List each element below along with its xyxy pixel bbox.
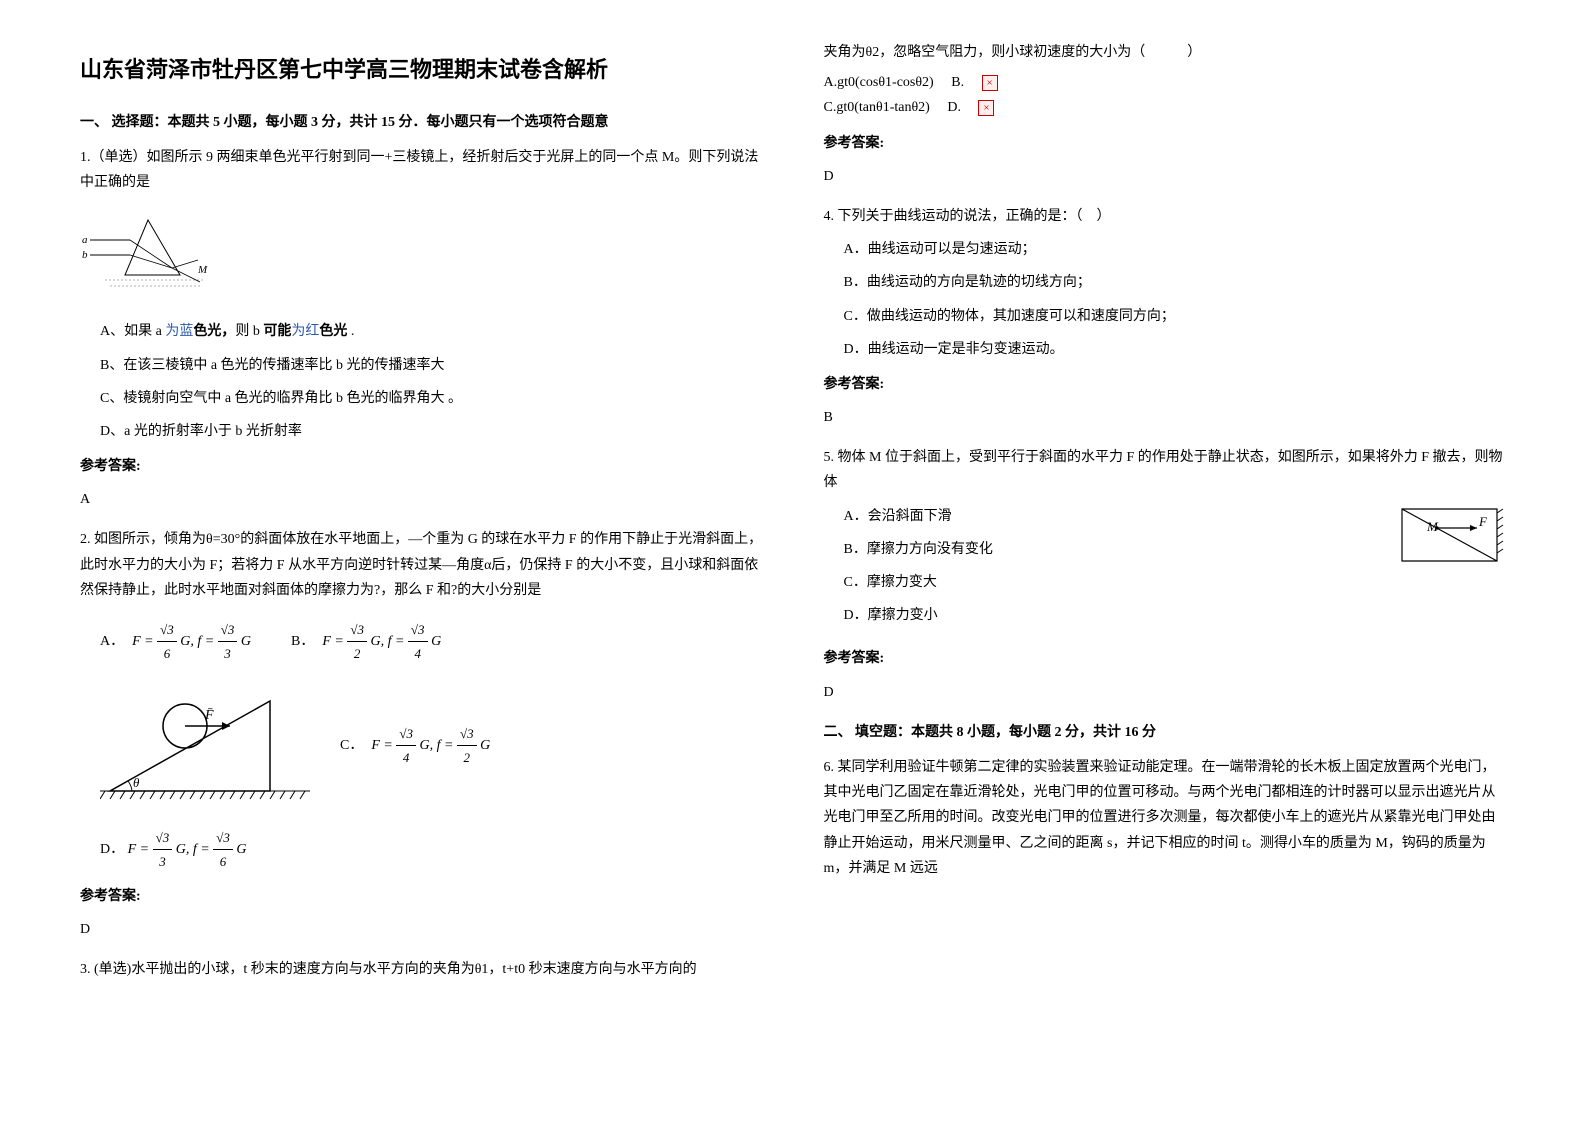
q4-option-a: A．曲线运动可以是匀速运动； <box>844 237 1508 262</box>
question-3-cont: 夹角为θ2，忽略空气阻力，则小球初速度的大小为（ ） A.gt0(cosθ1-c… <box>824 40 1508 189</box>
q4-stem: 4. 下列关于曲线运动的说法，正确的是：（ ） <box>824 204 1508 229</box>
q3-option-a: A.gt0(cosθ1-cosθ2) <box>824 75 934 90</box>
q5-answer: D <box>824 680 1508 705</box>
broken-image-icon <box>982 75 998 91</box>
q4-option-b: B．曲线运动的方向是轨迹的切线方向； <box>844 270 1508 295</box>
q2-answer-label: 参考答案: <box>80 884 764 909</box>
q2-option-a: A． F = √36 G, f = √33 G <box>100 618 251 666</box>
prism-label-a: a <box>82 234 88 246</box>
q4-answer: B <box>824 405 1508 430</box>
q2-stem: 2. 如图所示，倾角为θ=30°的斜面体放在水平地面上，—个重为 G 的球在水平… <box>80 527 764 603</box>
q3-answer-label: 参考答案: <box>824 131 1508 156</box>
prism-diagram: a b M <box>80 210 764 304</box>
q1-stem: 1.（单选）如图所示 9 两细束单色光平行射到同一+三棱镜上，经折射后交于光屏上… <box>80 145 764 195</box>
q2-formula-d: F = √33 G, f = √36 G <box>128 842 247 857</box>
q3-options-ab: A.gt0(cosθ1-cosθ2) B. <box>824 70 1508 95</box>
q1-option-b: B、在该三棱镜中 a 色光的传播速率比 b 光的传播速率大 <box>100 353 764 378</box>
q2-answer: D <box>80 917 764 942</box>
section1-header: 一、 选择题：本题共 5 小题，每小题 3 分，共计 15 分．每小题只有一个选… <box>80 110 764 135</box>
q3-stem: 3. (单选)水平抛出的小球，t 秒末的速度方向与水平方向的夹角为θ1，t+t0… <box>80 957 764 982</box>
incline-diagram: F̄ θ <box>100 681 764 811</box>
question-5: 5. 物体 M 位于斜面上，受到平行于斜面的水平力 F 的作用处于静止状态，如图… <box>824 445 1508 705</box>
q5-stem: 5. 物体 M 位于斜面上，受到平行于斜面的水平力 F 的作用处于静止状态，如图… <box>824 445 1508 495</box>
q2-option-c: C． F = √34 G, f = √32 G <box>340 722 490 770</box>
q2-formula-c: F = √34 G, f = √32 G <box>371 722 490 770</box>
q4-option-d: D．曲线运动一定是非匀变速运动。 <box>844 337 1508 362</box>
svg-text:θ: θ <box>133 775 140 790</box>
svg-text:F: F <box>1478 514 1488 529</box>
prism-label-m: M <box>197 264 208 276</box>
question-2: 2. 如图所示，倾角为θ=30°的斜面体放在水平地面上，—个重为 G 的球在水平… <box>80 527 764 942</box>
q1-option-a: A、如果 a 为蓝色光，则 b 可能为红色光 . <box>100 319 764 344</box>
q1-answer: A <box>80 487 764 512</box>
q3-option-b-label: B. <box>951 75 964 90</box>
q3-option-d-label: D. <box>947 100 961 115</box>
section2-header: 二、 填空题：本题共 8 小题，每小题 2 分，共计 16 分 <box>824 720 1508 745</box>
q3-options-cd: C.gt0(tanθ1-tanθ2) D. <box>824 95 1508 120</box>
q1-answer-label: 参考答案: <box>80 454 764 479</box>
svg-text:F̄: F̄ <box>204 708 214 723</box>
q1-option-c: C、棱镜射向空气中 a 色光的临界角比 b 色光的临界角大 。 <box>100 386 764 411</box>
right-column: 夹角为θ2，忽略空气阻力，则小球初速度的大小为（ ） A.gt0(cosθ1-c… <box>824 40 1508 997</box>
q3-cont: 夹角为θ2，忽略空气阻力，则小球初速度的大小为（ ） <box>824 40 1508 65</box>
q5-answer-label: 参考答案: <box>824 646 1508 671</box>
q6-stem: 6. 某同学利用验证牛顿第二定律的实验装置来验证动能定理。在一端带滑轮的长木板上… <box>824 755 1508 881</box>
q2-formula-a: F = √36 G, f = √33 G <box>132 618 251 666</box>
q1-option-d: D、a 光的折射率小于 b 光折射率 <box>100 419 764 444</box>
q2-option-d: D． F = √33 G, f = √36 G <box>100 826 764 874</box>
q3-answer: D <box>824 164 1508 189</box>
q4-answer-label: 参考答案: <box>824 372 1508 397</box>
broken-image-icon <box>978 100 994 116</box>
q2-options-ab: A． F = √36 G, f = √33 G B． F = √32 G, f … <box>100 618 764 666</box>
q5-option-d: D．摩擦力变小 <box>844 603 1508 628</box>
q4-option-c: C．做曲线运动的物体，其加速度可以和速度同方向； <box>844 304 1508 329</box>
question-1: 1.（单选）如图所示 9 两细束单色光平行射到同一+三棱镜上，经折射后交于光屏上… <box>80 145 764 513</box>
q3-option-c: C.gt0(tanθ1-tanθ2) <box>824 100 930 115</box>
question-4: 4. 下列关于曲线运动的说法，正确的是：（ ） A．曲线运动可以是匀速运动； B… <box>824 204 1508 430</box>
q2-formula-b: F = √32 G, f = √34 G <box>322 618 441 666</box>
question-6: 6. 某同学利用验证牛顿第二定律的实验装置来验证动能定理。在一端带滑轮的长木板上… <box>824 755 1508 881</box>
left-column: 山东省菏泽市牡丹区第七中学高三物理期末试卷含解析 一、 选择题：本题共 5 小题… <box>80 40 764 997</box>
page-title: 山东省菏泽市牡丹区第七中学高三物理期末试卷含解析 <box>80 50 764 90</box>
question-3: 3. (单选)水平抛出的小球，t 秒末的速度方向与水平方向的夹角为θ1，t+t0… <box>80 957 764 982</box>
q2-option-b: B． F = √32 G, f = √34 G <box>291 618 441 666</box>
q5-diagram: M F <box>1397 501 1507 580</box>
prism-label-b: b <box>82 249 88 261</box>
